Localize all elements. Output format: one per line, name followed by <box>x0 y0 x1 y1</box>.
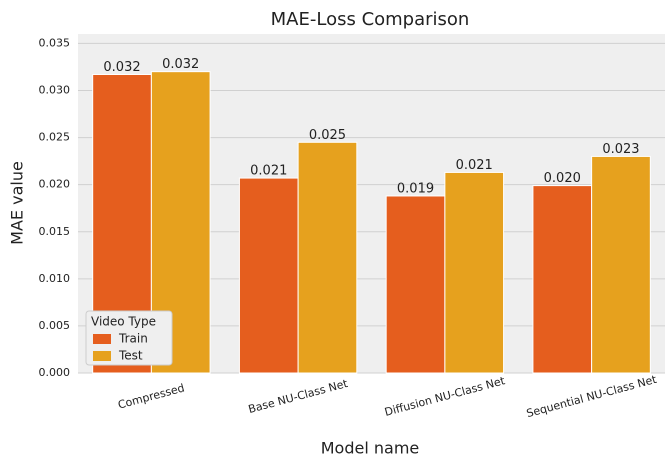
bar <box>444 171 505 374</box>
value-label: 0.032 <box>103 60 140 75</box>
x-axis-label: Model name <box>321 439 420 458</box>
value-label: 0.021 <box>250 164 287 179</box>
legend: Video Type Train Test <box>85 310 173 366</box>
y-tick-label: 0.000 <box>39 366 71 379</box>
y-tick-label: 0.015 <box>39 225 71 238</box>
y-tick-label: 0.035 <box>39 36 71 49</box>
value-label: 0.025 <box>309 128 346 143</box>
value-label: 0.032 <box>162 57 199 72</box>
y-tick-label: 0.010 <box>39 272 71 285</box>
y-tick-label: 0.005 <box>39 319 71 332</box>
legend-title: Video Type <box>91 315 156 329</box>
chart-title: MAE-Loss Comparison <box>271 9 470 30</box>
bar <box>238 177 299 374</box>
value-label: 0.020 <box>544 171 581 186</box>
y-tick-label: 0.030 <box>39 84 71 97</box>
legend-swatch <box>93 351 111 361</box>
y-tick-label: 0.020 <box>39 178 71 191</box>
value-label: 0.021 <box>456 158 493 173</box>
bar <box>385 195 446 374</box>
y-axis-label: MAE value <box>8 161 27 245</box>
x-tick-label: Diffusion NU-Class Net <box>383 374 507 419</box>
value-label: 0.019 <box>397 181 434 196</box>
y-tick-label: 0.025 <box>39 131 71 144</box>
legend-swatch <box>93 334 111 344</box>
x-tick-label: Sequential NU-Class Net <box>525 373 659 420</box>
x-tick-label: Base NU-Class Net <box>247 377 350 416</box>
bar <box>532 185 593 374</box>
value-label: 0.023 <box>602 142 639 157</box>
x-tick-label: Compressed <box>117 381 186 411</box>
legend-label: Test <box>118 349 143 363</box>
bar <box>591 155 651 374</box>
legend-label: Train <box>118 332 148 346</box>
bar <box>297 141 358 374</box>
